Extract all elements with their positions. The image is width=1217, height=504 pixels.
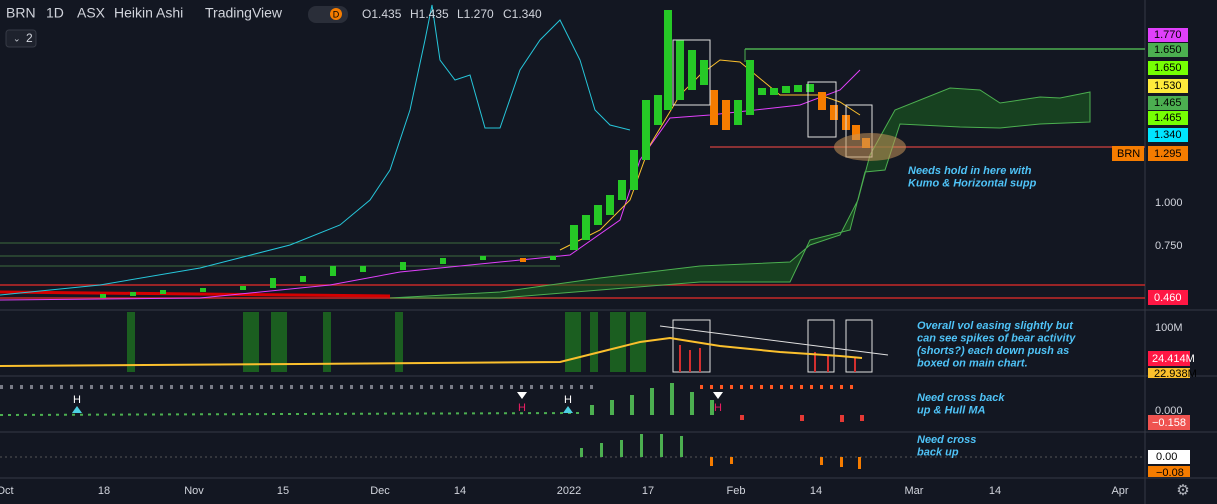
annotation: Kumo & Horizontal supp	[908, 177, 1037, 189]
marker	[517, 392, 527, 399]
low: L1.270	[457, 7, 494, 21]
last-price: 1.295	[1154, 148, 1182, 160]
kumo-cloud	[389, 87, 1091, 299]
low-label-bg	[1148, 290, 1188, 305]
price-axis-label: 1.000	[1155, 197, 1183, 209]
price-label: 1.530	[1154, 80, 1182, 92]
price-label-bg	[1148, 111, 1188, 125]
volume-ma-label: 22.938M	[1154, 368, 1197, 380]
annotation: (shorts?) each down push as	[917, 345, 1069, 357]
time-axis-label: 14	[989, 485, 1001, 497]
symbol: BRN	[6, 5, 36, 21]
marker	[563, 406, 573, 413]
style: Heikin Ashi	[114, 5, 183, 21]
volume-spikes	[127, 312, 646, 372]
volume-ma	[0, 336, 863, 367]
close: C1.340	[503, 7, 542, 21]
time-axis-label: 17	[642, 485, 654, 497]
collapse-count[interactable]: 2	[26, 31, 33, 45]
time-axis-label: Apr	[1111, 485, 1128, 497]
price-label: 1.465	[1154, 112, 1182, 124]
badge-bg	[308, 6, 348, 23]
marker-label: H	[518, 402, 526, 414]
price-label: 1.650	[1154, 44, 1182, 56]
price-label-bg	[1148, 96, 1188, 110]
osc2-label-bg	[1148, 466, 1190, 477]
osc2-label: −0.08	[1156, 467, 1184, 479]
price-label-bg	[1148, 28, 1188, 42]
time-axis-label: Dec	[370, 485, 390, 497]
symbol-tag-bg	[1112, 146, 1144, 161]
boxes	[672, 39, 873, 373]
price-label-bg	[1148, 61, 1188, 75]
time-axis-label: Mar	[905, 485, 924, 497]
price-label: 1.465	[1154, 97, 1182, 109]
open: O1.435	[362, 7, 402, 21]
annotation: Needs hold in here with	[908, 165, 1032, 177]
time-axis-label: Nov	[184, 485, 204, 497]
annotation: Need cross back	[917, 392, 1005, 404]
osc1-label-bg	[1148, 415, 1190, 430]
price-label: 1.650	[1154, 62, 1182, 74]
symbol-tag: BRN	[1117, 148, 1140, 160]
trendline	[659, 325, 889, 356]
collapse-button[interactable]	[5, 29, 37, 48]
osc2-label: 0.00	[1156, 451, 1177, 463]
last-price-bg	[1148, 146, 1188, 161]
marker	[713, 392, 723, 399]
annotation: up & Hull MA	[917, 404, 985, 416]
collapse-icon[interactable]: ⌄	[13, 33, 21, 43]
price-label: 1.340	[1154, 129, 1182, 141]
marker	[72, 406, 82, 413]
osc1-bars	[590, 383, 864, 422]
ma-magenta	[0, 69, 861, 301]
osc2-label-bg	[1148, 450, 1190, 464]
exchange: ASX	[77, 5, 106, 21]
marker-label: H	[564, 394, 572, 406]
marker-label: H	[73, 394, 81, 406]
time-axis-label: 14	[810, 485, 822, 497]
volume-ma-bg	[1148, 368, 1190, 378]
annotation: boxed on main chart.	[917, 357, 1028, 369]
osc1-label: −0.158	[1152, 417, 1186, 429]
price-label-bg	[1148, 79, 1188, 93]
time-axis-label: 2022	[557, 485, 581, 497]
annotation: Overall vol easing slightly but	[917, 320, 1074, 332]
low-label: 0.460	[1154, 292, 1182, 304]
annotation: can see spikes of bear activity	[917, 332, 1076, 344]
annotation: Need cross	[917, 434, 976, 446]
time-axis-label: 18	[98, 485, 110, 497]
high: H1.435	[410, 7, 449, 21]
marker-label: H	[714, 402, 722, 414]
support-highlight	[834, 133, 906, 161]
time-axis-label: Oct	[0, 485, 14, 497]
interval: 1D	[46, 5, 64, 21]
annotation: back up	[917, 446, 959, 458]
source: TradingView	[205, 5, 283, 21]
badge-dot	[330, 8, 342, 20]
price-label-bg	[1148, 128, 1188, 142]
candles	[100, 10, 870, 298]
time-axis-label: 15	[277, 485, 289, 497]
price-label-bg	[1148, 43, 1188, 57]
volume-axis-label: 100M	[1155, 322, 1183, 334]
header: BRN 1D ASX Heikin Ashi TradingView D O1.…	[5, 5, 542, 48]
volume-bars	[679, 345, 856, 372]
osc2-bars	[580, 434, 861, 469]
lagging-line	[0, 4, 631, 296]
volume-label: 24.414M	[1152, 353, 1195, 365]
time-axis-label: 14	[454, 485, 466, 497]
price-axis-label: 0.750	[1155, 240, 1183, 252]
badge: D	[333, 9, 340, 19]
volume-label-bg	[1148, 351, 1190, 366]
osc1-base	[0, 412, 581, 416]
time-axis-label: Feb	[727, 485, 746, 497]
osc1-axis-label: 0.000	[1155, 405, 1183, 417]
price-label: 1.770	[1154, 29, 1182, 41]
settings-icon[interactable]: ⚙	[1176, 482, 1189, 499]
